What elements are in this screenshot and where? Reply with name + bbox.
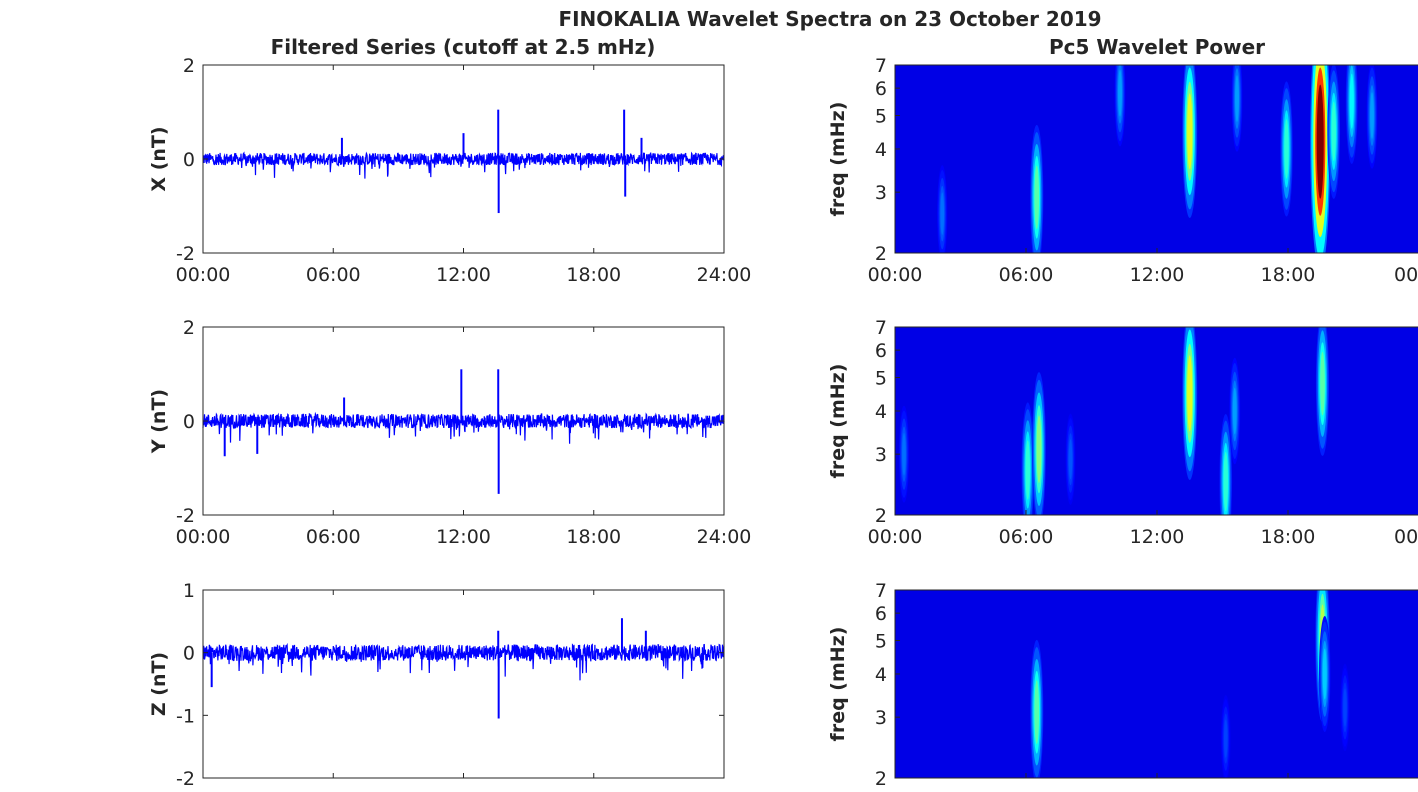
y-tick-label: 3 (875, 707, 887, 729)
y-tick-label: 2 (183, 55, 195, 77)
x-tick-label: 18:00 (566, 526, 621, 548)
hotspot-8-layer-4 (1235, 75, 1239, 122)
heatmap-cells (1030, 590, 1350, 778)
right-column-title: Pc5 Wavelet Power (1049, 35, 1265, 59)
y-tick-label: 2 (183, 317, 195, 339)
y-axis-label: Z (nT) (148, 652, 170, 716)
y-tick-label: 6 (875, 78, 887, 100)
x-tick-label: 06:00 (306, 264, 361, 286)
y-axis-label: freq (mHz) (827, 627, 849, 742)
x-tick-label: 12:00 (436, 526, 491, 548)
y-tick-label: 2 (875, 768, 887, 788)
y-tick-label: 3 (875, 444, 887, 466)
axes-box (894, 64, 1418, 254)
series-line (202, 642, 725, 681)
hotspot-1-layer-4 (940, 192, 945, 235)
y-tick-label: -1 (176, 705, 195, 727)
x-tick-label: 18:00 (1261, 264, 1316, 286)
hotspot-2-layer-4 (1187, 93, 1193, 170)
left-column-title: Filtered Series (cutoff at 2.5 mHz) (271, 35, 656, 59)
y-tick-label: 0 (183, 643, 195, 665)
figure-title: FINOKALIA Wavelet Spectra on 23 October … (558, 7, 1101, 31)
x-tick-label: 12:00 (1130, 264, 1185, 286)
hotspot-6-layer-4 (1349, 73, 1354, 129)
y-axis-label: Y (nT) (148, 389, 170, 454)
axes-box (894, 326, 1418, 516)
hotspot-2-layer-4 (1322, 648, 1327, 700)
x-tick-label: 00:00 (176, 526, 231, 548)
hotspot-3-layer-4 (1284, 119, 1289, 179)
y-tick-label: 7 (875, 317, 887, 339)
y-axis-label: X (nT) (148, 126, 170, 191)
y-tick-label: 4 (875, 664, 887, 686)
line-panel-y-component (202, 326, 725, 516)
x-tick-label: 12:00 (1130, 526, 1185, 548)
heatmap-cells (898, 327, 1330, 515)
hotspot-9-layer-4 (1370, 92, 1374, 139)
heatmap-panel-z-wavelet (894, 589, 1418, 779)
y-tick-label: -2 (176, 505, 195, 527)
y-tick-label: 5 (875, 367, 887, 389)
line-panel-x-component (202, 64, 725, 254)
x-tick-label: 00:00 (868, 264, 923, 286)
x-tick-label: 18:00 (1261, 526, 1316, 548)
x-tick-label: 00 (1394, 264, 1418, 286)
heatmap-panel-x-wavelet (894, 64, 1418, 254)
x-tick-label: 00:00 (868, 526, 923, 548)
y-tick-label: 5 (875, 105, 887, 127)
heatmap-background (895, 327, 1418, 515)
y-tick-label: 6 (875, 603, 887, 625)
y-tick-label: 6 (875, 340, 887, 362)
y-tick-label: 1 (183, 580, 195, 602)
hotspot-0-layer-4 (1025, 440, 1030, 500)
y-axis-label: freq (mHz) (827, 102, 849, 217)
hotspot-5-layer-4 (1320, 351, 1325, 416)
hotspot-6-layer-4 (902, 432, 906, 476)
hotspot-3-layer-4 (1223, 451, 1228, 512)
y-tick-label: 4 (875, 139, 887, 161)
hotspot-4-layer-4 (1343, 688, 1347, 727)
y-tick-label: 2 (875, 243, 887, 265)
x-tick-label: 00 (1394, 526, 1418, 548)
hotspot-4-layer-4 (1232, 387, 1237, 435)
x-tick-label: 06:00 (999, 264, 1054, 286)
y-tick-label: 7 (875, 580, 887, 602)
line-panel-z-component (202, 589, 725, 779)
series-line (202, 411, 725, 444)
y-tick-label: 3 (875, 182, 887, 204)
y-tick-label: 5 (875, 630, 887, 652)
hotspot-7-layer-4 (1068, 439, 1073, 480)
y-axis-label: freq (mHz) (827, 364, 849, 479)
y-tick-label: -2 (176, 768, 195, 788)
heatmap-background (895, 590, 1418, 778)
x-tick-label: 12:00 (436, 264, 491, 286)
hotspot-0-layer-4 (1034, 165, 1040, 230)
hotspot-7-layer-4 (1118, 69, 1122, 117)
hotspot-4-layer-4 (1316, 84, 1324, 199)
heatmap-cells (937, 65, 1378, 253)
hotspot-0-layer-4 (1034, 680, 1040, 745)
heatmap-panel-y-wavelet (894, 326, 1418, 516)
axes-box (894, 589, 1418, 779)
y-tick-label: 2 (875, 505, 887, 527)
y-tick-label: 0 (183, 149, 195, 171)
series-line (202, 151, 725, 179)
heatmap-background (895, 65, 1418, 253)
y-tick-label: 4 (875, 401, 887, 423)
x-tick-label: 00:00 (176, 264, 231, 286)
hotspot-1-layer-4 (1036, 415, 1042, 484)
hotspot-3-layer-4 (1224, 719, 1228, 758)
x-tick-label: 24:00 (697, 264, 752, 286)
y-tick-label: -2 (176, 243, 195, 265)
hotspot-5-layer-4 (1331, 101, 1336, 162)
x-tick-label: 06:00 (999, 526, 1054, 548)
plot-area (203, 590, 724, 778)
hotspot-2-layer-4 (1187, 355, 1193, 432)
y-tick-label: 0 (183, 411, 195, 433)
x-tick-label: 24:00 (697, 526, 752, 548)
x-tick-label: 06:00 (306, 526, 361, 548)
y-tick-label: 7 (875, 55, 887, 77)
x-tick-label: 18:00 (566, 264, 621, 286)
